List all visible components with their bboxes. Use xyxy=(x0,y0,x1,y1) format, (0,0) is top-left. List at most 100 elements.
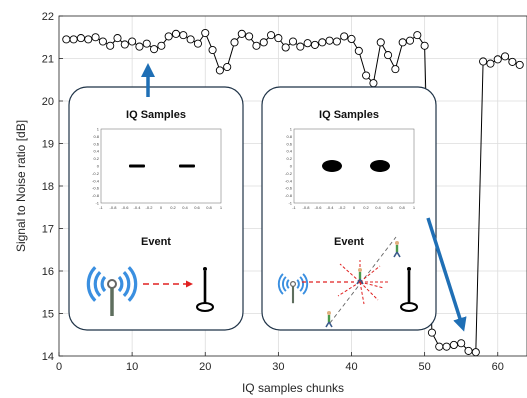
mini-y-tick-label: 0 xyxy=(290,164,293,169)
data-point xyxy=(288,37,298,46)
mini-y-tick-label: -0.8 xyxy=(285,193,293,198)
mini-x-tick-label: -1 xyxy=(292,205,296,210)
signal-path-arrowhead xyxy=(186,280,193,288)
receiver-tip xyxy=(203,267,207,271)
data-point xyxy=(69,35,78,44)
person-leg xyxy=(356,278,361,285)
data-point xyxy=(237,29,246,38)
data-point xyxy=(457,339,466,348)
data-point xyxy=(493,55,502,64)
data-point xyxy=(332,37,341,46)
mini-y-tick-label: 1 xyxy=(97,127,100,132)
data-point xyxy=(113,34,122,43)
mini-y-tick-label: 0.4 xyxy=(286,149,292,154)
data-point xyxy=(413,31,422,40)
data-point xyxy=(405,36,415,45)
data-point xyxy=(208,45,217,55)
mini-x-tick-label: -0.6 xyxy=(315,205,323,210)
data-point xyxy=(508,57,517,66)
data-point xyxy=(354,46,363,55)
mini-plot-frame xyxy=(100,128,222,204)
data-point xyxy=(501,52,510,61)
y-tick-label: 19 xyxy=(42,139,54,151)
y-tick-label: 21 xyxy=(42,54,54,66)
data-point xyxy=(164,32,173,41)
data-point xyxy=(325,36,334,45)
y-tick-label: 16 xyxy=(42,266,54,278)
person-leg xyxy=(359,278,364,285)
person-leg xyxy=(396,251,401,258)
transmitter-head xyxy=(289,280,297,288)
signal-wave-left xyxy=(86,266,97,302)
mini-y-tick-label: -0.2 xyxy=(285,171,293,176)
signal-wave-right xyxy=(127,266,138,302)
x-tick-label: 40 xyxy=(345,361,357,373)
data-point xyxy=(340,32,349,41)
data-point xyxy=(310,40,319,49)
mini-x-tick-label: 0.8 xyxy=(399,205,405,210)
mini-y-tick-label: 0.4 xyxy=(93,149,99,154)
x-tick-label: 60 xyxy=(492,361,504,373)
event-label: Event xyxy=(334,236,364,248)
data-point xyxy=(150,45,159,54)
mini-x-tick-label: -0.4 xyxy=(327,205,335,210)
mini-x-tick-label: -1 xyxy=(99,205,103,210)
data-point xyxy=(464,346,473,355)
data-point xyxy=(142,39,151,48)
x-tick-label: 10 xyxy=(126,361,138,373)
mini-y-tick-label: 0.6 xyxy=(286,141,292,146)
data-point xyxy=(157,41,166,50)
data-point xyxy=(186,35,195,44)
series-layer xyxy=(62,28,524,357)
receiver-base xyxy=(196,302,214,312)
data-point xyxy=(135,42,144,51)
iq-cluster xyxy=(179,164,195,168)
data-point xyxy=(281,43,290,52)
data-point xyxy=(303,39,312,48)
iq-cluster xyxy=(322,160,342,172)
transmitter-icon xyxy=(277,273,309,304)
data-point xyxy=(369,79,378,88)
data-point xyxy=(245,32,254,41)
signal-wave-left xyxy=(281,276,287,292)
mini-x-tick-label: 0.2 xyxy=(170,205,176,210)
mini-y-tick-label: 0.8 xyxy=(286,134,292,139)
x-axis-label: IQ samples chunks xyxy=(242,381,344,395)
x-tick-label: 50 xyxy=(419,361,431,373)
mini-x-tick-label: 0.4 xyxy=(182,205,188,210)
person-leg xyxy=(393,251,398,258)
event-label: Event xyxy=(141,236,171,248)
person-head xyxy=(395,241,399,245)
data-point xyxy=(442,342,451,351)
data-point xyxy=(471,348,480,357)
y-tick-label: 15 xyxy=(42,309,54,321)
signal-wave-right xyxy=(296,279,300,289)
mini-y-tick-label: -1 xyxy=(288,201,292,206)
mini-y-tick-label: -0.6 xyxy=(285,186,293,191)
data-point xyxy=(398,38,407,47)
inset-title: IQ Samples xyxy=(319,109,379,121)
iq-cluster xyxy=(129,164,145,168)
inset-title: IQ Samples xyxy=(126,109,186,121)
scattered-signal-arrow xyxy=(359,281,365,305)
mini-x-tick-label: 0 xyxy=(160,205,163,210)
insets-layer: IQ Samples-1-1-0.8-0.8-0.6-0.6-0.4-0.4-0… xyxy=(68,86,437,331)
y-axis-label: Signal to Noise ratio [dB] xyxy=(14,120,28,252)
mini-x-tick-label: -0.8 xyxy=(303,205,311,210)
data-point xyxy=(193,39,202,48)
inset-panel-event: IQ Samples -1-1 -0.8 -0.8 -0.6 -0.6 -0.4 -0.4 -0… xyxy=(261,86,437,331)
mini-x-tick-label: 0.2 xyxy=(363,205,369,210)
y-tick-label: 17 xyxy=(42,224,54,236)
mini-x-tick-label: -0.2 xyxy=(146,205,154,210)
mini-y-tick-label: 0.6 xyxy=(93,141,99,146)
data-point xyxy=(76,34,85,43)
data-point xyxy=(362,71,371,80)
y-tick-label: 20 xyxy=(42,96,54,108)
receiver-base xyxy=(400,302,418,312)
y-tick-label: 18 xyxy=(42,181,54,193)
data-point xyxy=(84,35,93,44)
data-point xyxy=(318,38,327,47)
data-point xyxy=(201,28,210,38)
